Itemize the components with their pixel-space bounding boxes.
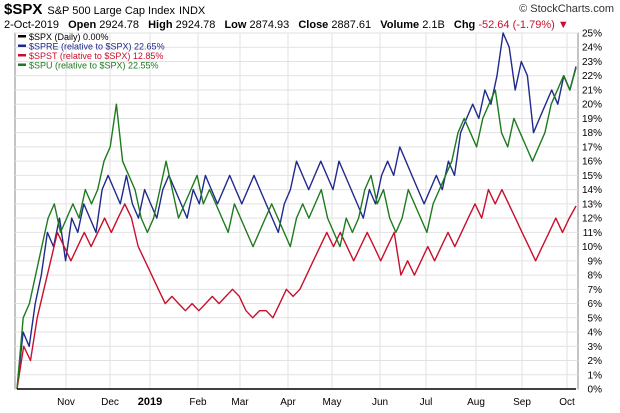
- x-tick-label: 2019: [138, 396, 162, 408]
- x-tick-label: May: [323, 397, 342, 408]
- y-tick-label: 20%: [582, 100, 602, 111]
- close-value: 2887.61: [331, 19, 372, 31]
- y-tick-label: 14%: [582, 185, 602, 196]
- y-tick-label: 18%: [582, 128, 602, 139]
- y-tick-label: 13%: [582, 199, 602, 210]
- open-label: Open: [68, 19, 97, 31]
- index-name: S&P 500 Large Cap Index: [47, 5, 175, 17]
- y-tick-label: 6%: [588, 299, 603, 310]
- change-down-arrow-icon: ▼: [557, 19, 569, 31]
- y-tick-label: 7%: [588, 285, 603, 296]
- y-tick-label: 4%: [588, 328, 603, 339]
- x-tick-label: Dec: [101, 397, 119, 408]
- volume-value: 2.1B: [422, 19, 445, 31]
- x-tick-label: Mar: [231, 397, 249, 408]
- series-line: [16, 32, 577, 390]
- y-tick-label: 16%: [582, 157, 602, 168]
- x-tick-label: Feb: [189, 397, 207, 408]
- y-tick-label: 9%: [588, 256, 603, 267]
- legend-swatch: [18, 35, 26, 38]
- y-tick-label: 12%: [582, 214, 602, 225]
- x-tick-label: Aug: [467, 397, 485, 408]
- series-line: [16, 67, 577, 390]
- y-tick-label: 10%: [582, 242, 602, 253]
- index-tag: INDX: [178, 5, 206, 17]
- y-tick-label: 1%: [588, 370, 603, 381]
- y-tick-label: 25%: [582, 29, 602, 40]
- legend-entry: $SPU (relative to $SPX) 22.55%: [29, 61, 159, 71]
- y-tick-label: 17%: [582, 142, 602, 153]
- change-value: -52.64 (-1.79%): [478, 19, 555, 31]
- close-label: Close: [298, 19, 329, 31]
- y-tick-label: 15%: [582, 171, 602, 182]
- y-tick-label: 21%: [582, 85, 602, 96]
- brand-credit: © StockCharts.com: [519, 3, 614, 15]
- x-tick-label: Sep: [513, 397, 531, 408]
- legend-entry: $SPST (relative to $SPX) 12.85%: [29, 51, 163, 61]
- x-tick-label: Apr: [280, 397, 296, 408]
- y-tick-label: 19%: [582, 114, 602, 125]
- y-tick-label: 0%: [588, 385, 603, 396]
- legend-entry: $SPX (Daily) 0.00%: [29, 32, 109, 42]
- y-tick-label: 5%: [588, 313, 603, 324]
- y-tick-label: 24%: [582, 43, 602, 54]
- series-line: [16, 188, 577, 390]
- x-tick-label: Jul: [420, 397, 433, 408]
- quote-date: 2-Oct-2019: [4, 19, 60, 31]
- x-tick-label: Nov: [57, 397, 75, 408]
- volume-label: Volume: [380, 19, 420, 31]
- low-label: Low: [224, 19, 247, 31]
- change-label: Chg: [453, 19, 476, 31]
- x-tick-label: Jun: [372, 397, 388, 408]
- y-tick-label: 11%: [583, 228, 602, 239]
- y-tick-label: 3%: [588, 342, 603, 353]
- legend-swatch: [18, 54, 26, 57]
- high-value: 2924.78: [175, 19, 216, 31]
- y-tick-label: 22%: [582, 71, 602, 82]
- quote-row: 2-Oct-2019 Open 2924.78 High 2924.78 Low…: [4, 19, 614, 31]
- y-tick-label: 2%: [588, 356, 603, 367]
- high-label: High: [148, 19, 173, 31]
- legend-swatch: [18, 63, 26, 66]
- low-value: 2874.93: [249, 19, 290, 31]
- y-tick-label: 8%: [588, 271, 603, 282]
- legend-entry: $SPRE (relative to $SPX) 22.65%: [29, 42, 165, 52]
- ticker-symbol: $SPX: [4, 1, 43, 18]
- legend-swatch: [18, 44, 26, 47]
- y-tick-label: 23%: [582, 57, 602, 68]
- x-tick-label: Oct: [559, 397, 575, 408]
- chart-title-row: $SPX S&P 500 Large Cap Index INDX: [4, 1, 205, 19]
- open-value: 2924.78: [99, 19, 140, 31]
